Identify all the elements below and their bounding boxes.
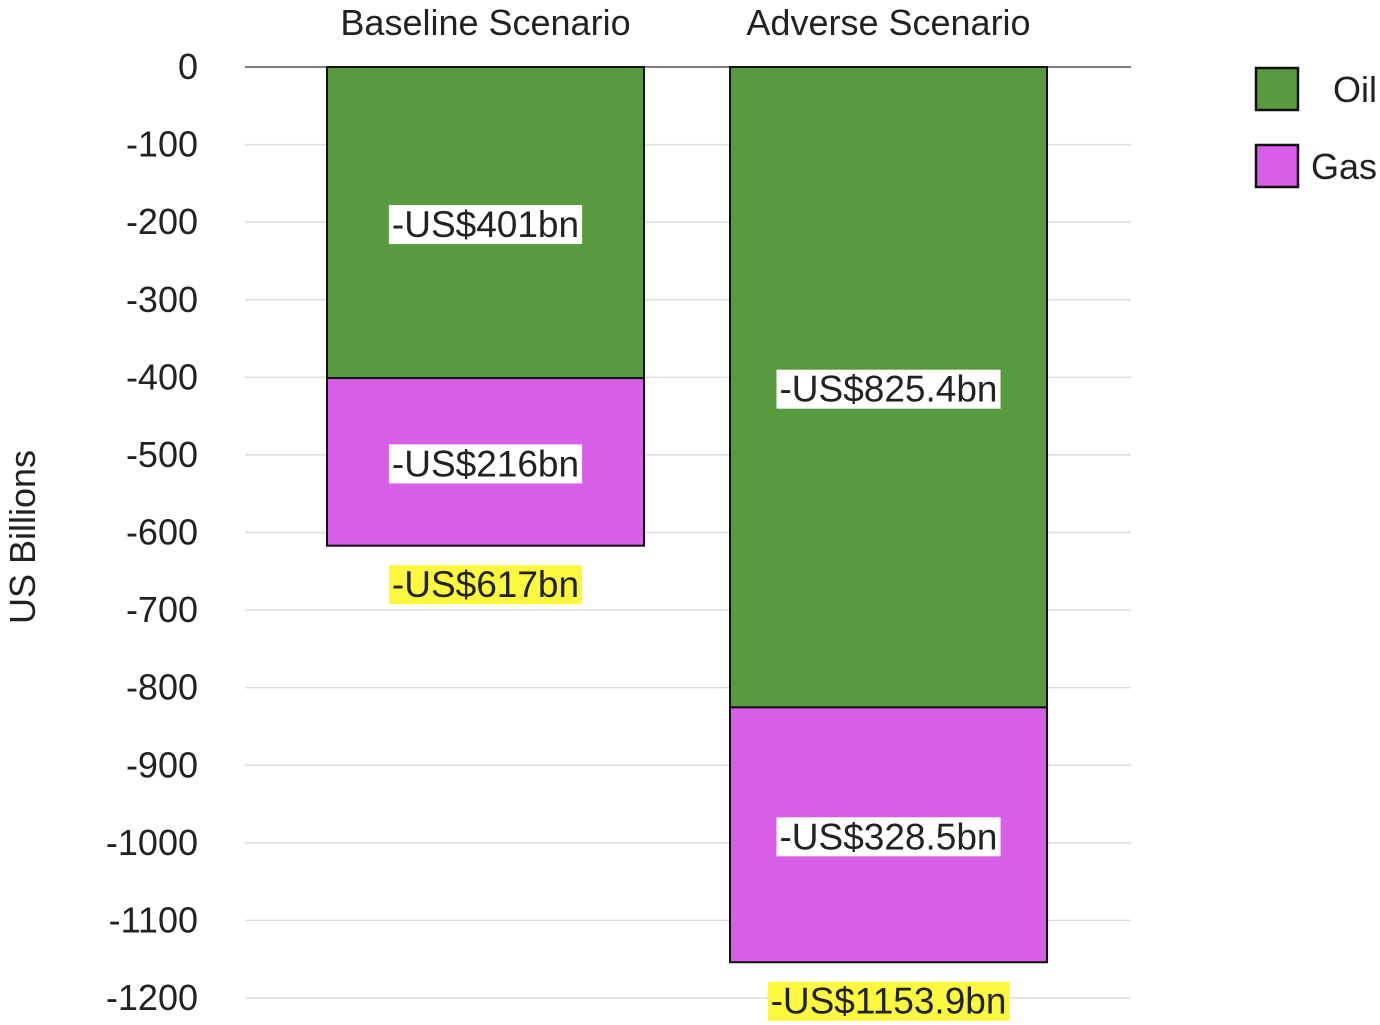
total-label: -US$617bn <box>388 564 583 605</box>
category-label: Adverse Scenario <box>746 2 1030 43</box>
segment-label-gas-text: -US$328.5bn <box>779 816 997 857</box>
y-axis-ticks: 0 -100 -200 -300 -400 -500 -600 -700 -800 -900 -10… <box>106 46 198 1018</box>
y-tick-label: -1100 <box>109 899 198 940</box>
total-label: -US$1153.9bn <box>767 981 1010 1022</box>
legend: Oil Gas <box>1254 66 1377 189</box>
segment-label-oil: -US$825.4bn <box>776 369 1001 410</box>
y-tick-label: -200 <box>126 201 198 242</box>
y-tick-label: -300 <box>126 279 198 320</box>
segment-label-gas-background <box>388 444 583 484</box>
category-labels: Baseline Scenario Adverse Scenario <box>340 2 1030 43</box>
legend-swatch-oil <box>1254 66 1300 112</box>
segment-label-oil-background <box>388 205 583 245</box>
total-label-text: -US$617bn <box>392 564 579 605</box>
segment-label-gas: -US$328.5bn <box>776 816 1001 857</box>
y-tick-label: -800 <box>126 667 198 708</box>
total-label-background <box>388 565 583 605</box>
segment-label-gas-background <box>776 817 1001 857</box>
y-tick-label: -1000 <box>106 822 198 863</box>
data-labels: -US$401bn -US$216bn -US$617bn -US$825.4bn -U… <box>388 204 1010 1022</box>
segment-label-oil-background <box>776 369 1001 409</box>
y-tick-label: -500 <box>126 434 198 475</box>
segment-label-oil: -US$401bn <box>388 204 583 245</box>
segment-label-gas-text: -US$216bn <box>392 443 579 484</box>
segment-label-gas: -US$216bn <box>388 443 583 484</box>
y-axis-title: US Billions <box>2 450 43 624</box>
y-tick-label: -1200 <box>106 977 198 1018</box>
y-tick-label: 0 <box>178 46 198 87</box>
total-label-background <box>767 981 1010 1021</box>
legend-swatch-gas <box>1254 143 1300 189</box>
segment-label-oil-text: -US$401bn <box>392 204 579 245</box>
legend-label-gas: Gas <box>1311 146 1377 187</box>
segment-label-oil-text: -US$825.4bn <box>779 369 997 410</box>
y-tick-label: -600 <box>126 512 198 553</box>
y-tick-label: -900 <box>126 744 198 785</box>
legend-label-oil: Oil <box>1333 69 1377 110</box>
y-tick-label: -100 <box>126 124 198 165</box>
y-tick-label: -700 <box>126 589 198 630</box>
category-label: Baseline Scenario <box>340 2 630 43</box>
total-label-text: -US$1153.9bn <box>771 981 1007 1022</box>
y-tick-label: -400 <box>126 356 198 397</box>
